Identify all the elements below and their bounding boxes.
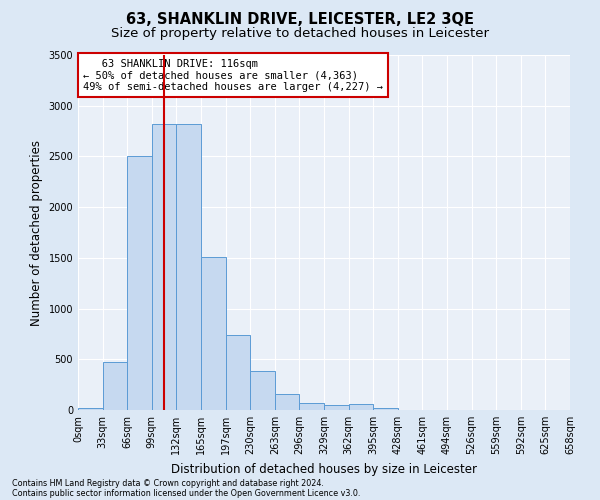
Bar (250, 372, 275, 410)
Text: Contains public sector information licensed under the Open Government Licence v3: Contains public sector information licen… (12, 488, 361, 498)
Bar (324, 405, 349, 410)
Text: Size of property relative to detached houses in Leicester: Size of property relative to detached ho… (111, 28, 489, 40)
Bar (152, 124, 176, 410)
Text: 63 SHANKLIN DRIVE: 116sqm
← 50% of detached houses are smaller (4,363)
49% of se: 63 SHANKLIN DRIVE: 116sqm ← 50% of detac… (83, 58, 383, 92)
Bar (176, 124, 201, 410)
Text: Contains HM Land Registry data © Crown copyright and database right 2024.: Contains HM Land Registry data © Crown c… (12, 478, 324, 488)
Bar (226, 335, 250, 410)
Bar (349, 404, 373, 410)
X-axis label: Distribution of detached houses by size in Leicester: Distribution of detached houses by size … (171, 462, 477, 475)
Y-axis label: Number of detached properties: Number of detached properties (30, 140, 43, 326)
Bar (78, 408, 103, 410)
Bar (127, 156, 152, 410)
Bar (373, 408, 398, 410)
Bar (103, 362, 127, 410)
Bar (275, 394, 299, 410)
Bar (201, 257, 226, 410)
Bar (299, 403, 324, 410)
Text: 63, SHANKLIN DRIVE, LEICESTER, LE2 3QE: 63, SHANKLIN DRIVE, LEICESTER, LE2 3QE (126, 12, 474, 28)
